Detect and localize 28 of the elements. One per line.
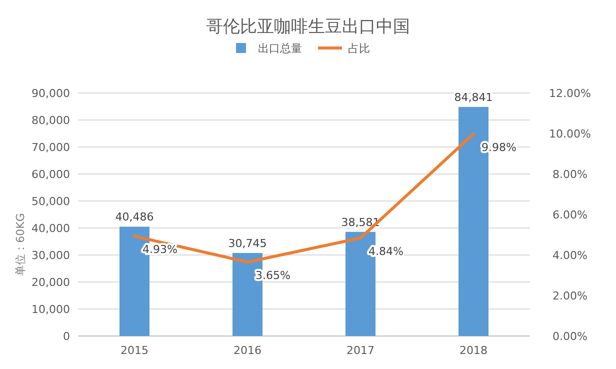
data-label: 30,745 xyxy=(228,236,267,250)
x-tick-label: 2016 xyxy=(234,344,262,357)
y-tick-label: 10,000 xyxy=(32,303,70,316)
y-tick-label: 20,000 xyxy=(32,276,70,289)
y2-tick-label: 8.00% xyxy=(552,168,588,181)
y2-tick-label: 6.00% xyxy=(552,208,588,222)
chart-title: 哥伦比亚咖啡生豆出口中国 xyxy=(206,17,410,37)
y2-tick-label: 0.00% xyxy=(552,330,588,343)
legend-label: 出口总量 xyxy=(258,42,302,55)
data-label: 84,841 xyxy=(454,90,493,104)
y2-tick-label: 10.00% xyxy=(549,128,591,140)
y-tick-label: 30,000 xyxy=(32,249,70,262)
y2-tick-label: 12.00% xyxy=(549,87,591,100)
y-tick-label: 90,000 xyxy=(32,87,70,100)
y-tick-label: 40,000 xyxy=(32,222,70,235)
y-axis-title: 单位：60KG xyxy=(14,213,27,276)
y2-tick-label: 2.00% xyxy=(552,290,588,302)
legend-label: 占比 xyxy=(348,42,370,55)
y-tick-label: 0 xyxy=(63,330,70,343)
x-tick-label: 2015 xyxy=(120,344,148,357)
x-tick-label: 2018 xyxy=(460,344,488,357)
y-tick-label: 80,000 xyxy=(32,114,70,127)
data-label: 40,486 xyxy=(115,210,154,224)
y-tick-label: 70,000 xyxy=(32,141,70,154)
y2-tick-label: 4.00% xyxy=(552,249,588,262)
x-tick-label: 2017 xyxy=(346,344,374,357)
y-tick-label: 50,000 xyxy=(32,195,70,208)
y-tick-label: 60,000 xyxy=(32,168,70,181)
